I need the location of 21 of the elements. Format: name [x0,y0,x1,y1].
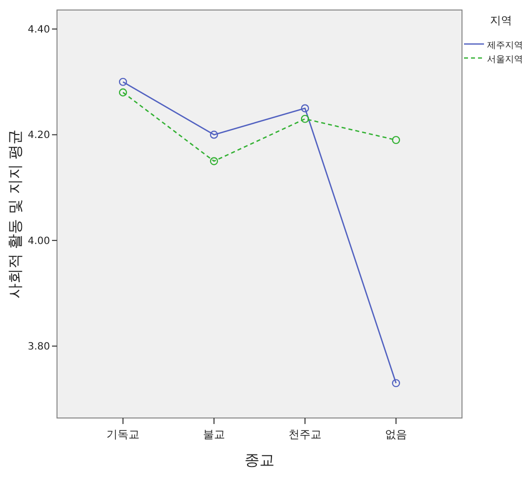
y-tick-label: 4.20 [28,130,50,142]
point [210,130,218,139]
legend-label: 제주지역 [487,41,523,51]
y-tick-label: 4.00 [28,236,50,247]
y-tick-label: 4.40 [28,24,50,36]
legend-label: 서울지역 [487,55,523,65]
point [392,379,400,388]
point [210,157,218,166]
y-axis-title: 사회적 활동 및 지지 평균 [6,129,24,299]
point [300,114,310,123]
y-tick-label: 3.80 [28,342,50,353]
x-tick-label: 기독교 [106,428,140,441]
x-tick-label: 불교 [202,428,225,441]
point [118,78,128,86]
legend-title: 지역 [490,14,512,27]
x-tick-label: 없음 [385,428,408,441]
point [118,88,128,96]
x-axis-title: 종교 [244,451,274,469]
point [300,104,310,112]
point [392,136,400,144]
x-tick-label: 천주교 [288,428,322,441]
